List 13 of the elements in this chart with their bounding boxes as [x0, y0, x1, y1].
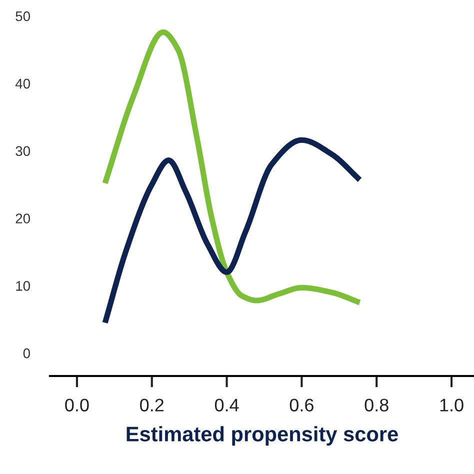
y-tick-label: 10 — [16, 280, 30, 291]
y-tick-label: 0 — [23, 348, 30, 358]
x-tick-label: 0.2 — [140, 398, 164, 412]
x-tick-label: 0.6 — [290, 398, 314, 412]
y-tick-label: 50 — [16, 11, 30, 22]
y-tick-label: 40 — [15, 78, 30, 89]
x-tick-label: 0.0 — [65, 398, 89, 412]
x-tick-label: 0.4 — [214, 398, 239, 412]
y-tick-label: 30 — [16, 146, 30, 156]
x-axis-title: Estimated propensity score — [126, 426, 398, 446]
x-tick-label: 1.0 — [440, 398, 464, 412]
x-tick-label: 0.8 — [364, 398, 388, 412]
y-tick-label: 20 — [16, 214, 30, 224]
